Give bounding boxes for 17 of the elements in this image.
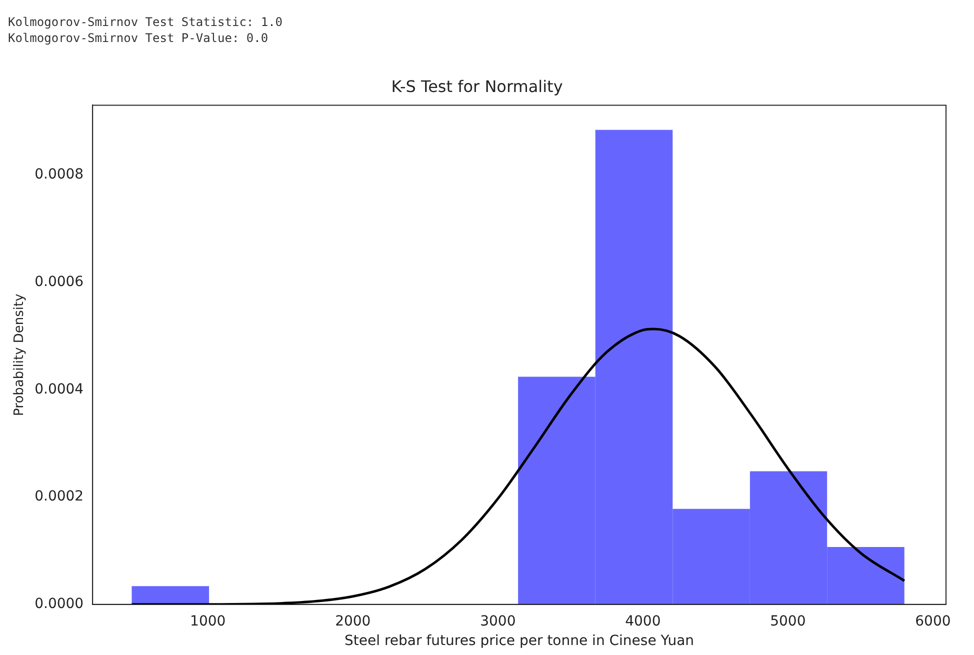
y-axis-title: Probability Density bbox=[12, 293, 28, 416]
y-tick-label: 0.0006 bbox=[34, 274, 84, 290]
x-tick-label: 3000 bbox=[480, 613, 516, 630]
x-tick-label: 5000 bbox=[770, 613, 806, 630]
x-axis-title: Steel rebar futures price per tonne in Cinese Yuan bbox=[344, 633, 694, 650]
y-tick-label: 0.0004 bbox=[34, 381, 84, 398]
y-tick-label: 0.0000 bbox=[34, 596, 84, 612]
x-tick-label: 4000 bbox=[625, 613, 661, 630]
x-tick-label: 1000 bbox=[190, 613, 226, 630]
y-tick-label: 0.0002 bbox=[34, 488, 84, 505]
chart-title: K-S Test for Normality bbox=[391, 76, 563, 96]
line-series bbox=[130, 328, 906, 604]
x-tick-label: 2000 bbox=[335, 613, 371, 630]
text: Kolmogorov-Smirnov Test P-Value: 0.0 bbox=[8, 30, 270, 46]
y-tick-label: 0.0008 bbox=[34, 166, 84, 183]
x-tick-label: 6000 bbox=[915, 613, 951, 630]
text: Kolmogorov-Smirnov Test Statistic: 1.0 bbox=[8, 14, 284, 30]
